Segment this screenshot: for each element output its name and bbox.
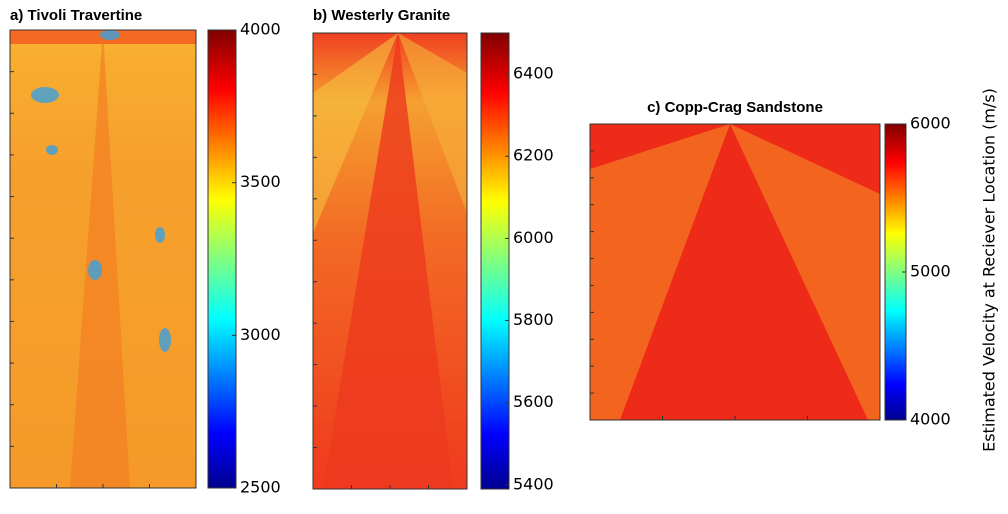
colorbar-tick-label: 3000 (240, 325, 281, 344)
panel-title: c) Copp-Crag Sandstone (647, 99, 823, 116)
heatmap-region (46, 145, 58, 155)
colorbar-tick-label: 4000 (240, 20, 281, 39)
panel-title: b) Westerly Granite (313, 7, 450, 24)
colorbar-tick-label: 5800 (513, 310, 554, 329)
heatmap-region (155, 227, 165, 243)
colorbar-tick-label: 2500 (240, 478, 281, 497)
colorbar-tick-label: 6200 (513, 146, 554, 165)
colorbar-tick-label: 5000 (910, 262, 951, 281)
heatmap-region (159, 328, 171, 352)
colorbar-tick-label: 5400 (513, 474, 554, 493)
colorbar-tick-label: 6000 (513, 228, 554, 247)
colorbar-tick-label: 6400 (513, 64, 554, 83)
colorbar-tick-label: 6000 (910, 114, 951, 133)
colorbar (481, 33, 509, 489)
heatmap-region (88, 260, 102, 280)
figure: a) Tivoli Travertine b) Westerly Granite… (0, 0, 1008, 514)
colorbar-tick-label: 4000 (910, 410, 951, 429)
heatmap-region (31, 87, 59, 103)
colorbar-label: Estimated Velocity at Reciever Location … (980, 88, 999, 452)
colorbar-tick-label: 3500 (240, 172, 281, 191)
colorbar (208, 30, 236, 488)
colorbar-tick-label: 5600 (513, 392, 554, 411)
panel-title: a) Tivoli Travertine (10, 7, 142, 24)
heatmap-region (100, 30, 120, 40)
